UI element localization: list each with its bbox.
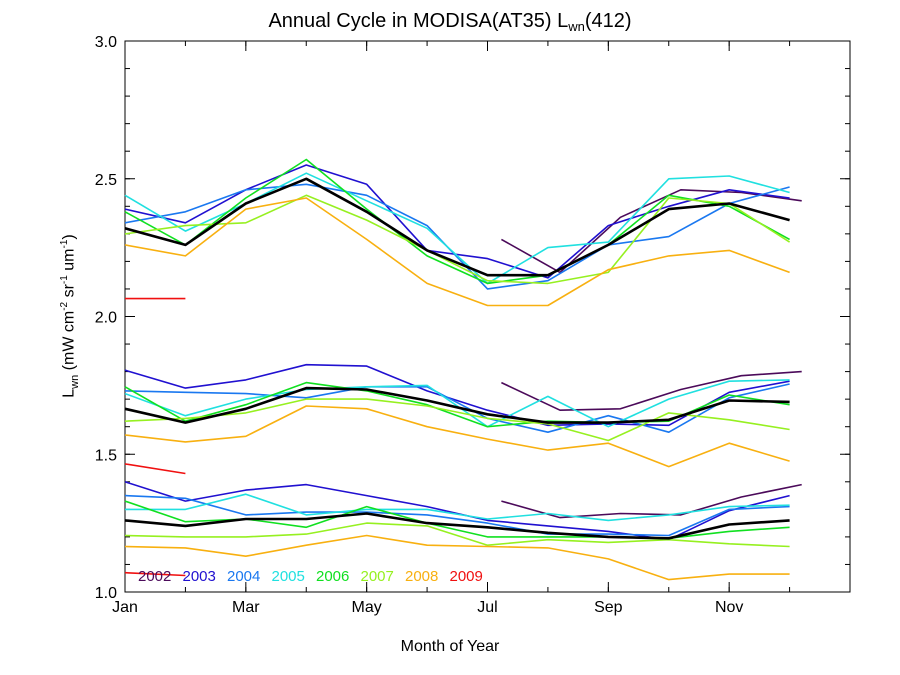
series-line-2002 xyxy=(501,370,802,412)
series-line-mean xyxy=(124,386,790,424)
series-line-mean xyxy=(124,177,790,277)
series-line-2008 xyxy=(124,405,790,468)
y-tick-label: 3.0 xyxy=(95,34,117,51)
legend-entry-2009: 2009 xyxy=(450,568,483,585)
chart-title: Annual Cycle in MODISA(AT35) Lwn(412) xyxy=(268,10,632,34)
series-line-2008 xyxy=(124,197,790,307)
x-tick-label: Nov xyxy=(715,599,743,616)
y-tick-label: 1.0 xyxy=(95,585,117,602)
x-axis-label: Month of Year xyxy=(400,638,500,655)
series-line-2009 xyxy=(124,571,186,577)
legend-entry-2002: 2002 xyxy=(138,568,171,585)
x-tick-label: Sep xyxy=(594,599,623,616)
series-line-2004 xyxy=(124,383,790,434)
series-line-2006 xyxy=(124,158,790,285)
series-line-2007 xyxy=(124,522,790,548)
y-tick-label: 1.5 xyxy=(95,447,117,464)
series-line-2007 xyxy=(124,398,790,442)
x-tick-label: May xyxy=(352,599,382,616)
series-line-2005 xyxy=(125,493,790,522)
series-line-2004 xyxy=(124,183,790,290)
series-line-2008 xyxy=(124,534,790,581)
series-line-2005 xyxy=(124,379,790,428)
legend-entry-2006: 2006 xyxy=(316,568,349,585)
legend-entry-2008: 2008 xyxy=(405,568,438,585)
legend-entry-2007: 2007 xyxy=(361,568,394,585)
x-tick-label: Jul xyxy=(477,599,497,616)
legend-entry-2004: 2004 xyxy=(227,568,260,585)
series-line-2002 xyxy=(501,189,802,274)
series-line-mean xyxy=(124,512,790,540)
series-line-2007 xyxy=(124,194,791,285)
series-line-2005 xyxy=(124,172,790,285)
series-line-2003 xyxy=(124,164,790,279)
legend-entry-2003: 2003 xyxy=(183,568,216,585)
y-tick-label: 2.0 xyxy=(95,310,117,327)
series-layer xyxy=(124,158,802,581)
series-line-2004 xyxy=(124,494,790,537)
y-tick-label: 2.5 xyxy=(95,172,117,189)
series-line-2009 xyxy=(124,463,186,475)
x-tick-label: Jan xyxy=(112,599,138,616)
series-line-2003 xyxy=(124,363,790,427)
series-line-2002 xyxy=(501,483,802,519)
series-line-2003 xyxy=(124,481,790,541)
x-tick-label: Mar xyxy=(232,599,260,616)
legend: 2002 2003 2004 2005 2006 2007 2008 2009 xyxy=(138,568,483,585)
axis-ticks: Jan Mar May Jul Sep Nov 1.0 1.5 2.0 2.5 3.0 xyxy=(95,34,851,616)
legend-entry-2005: 2005 xyxy=(272,568,305,585)
